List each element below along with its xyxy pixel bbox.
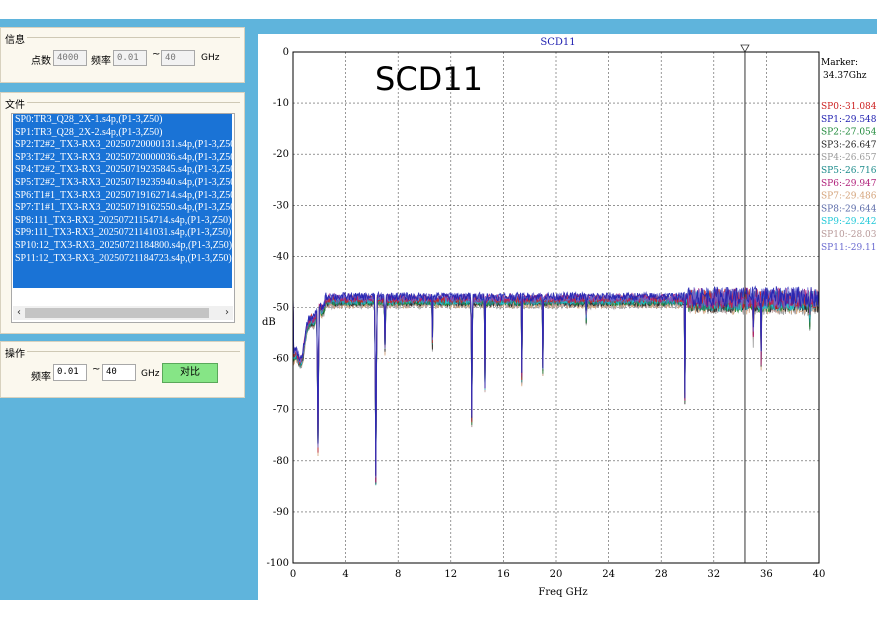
legend-entry-sp11: SP11:-29.110	[821, 243, 877, 253]
compare-button[interactable]: 对比	[162, 363, 218, 383]
y-tick-label: -100	[267, 558, 289, 569]
y-tick-label: -50	[273, 303, 289, 314]
x-tick-label: 24	[602, 569, 615, 580]
plot-frame	[292, 51, 820, 564]
chart-overlay-title: SCD11	[375, 60, 483, 98]
scd11-chart[interactable]: SCD11 SCD11 Freq GHz dB 0 4 8 12 16 20 24 28 32 3…	[258, 34, 877, 600]
file-list-item[interactable]: SP6:T1#1_TX3-RX3_20250719162714.s4p,(P1-…	[15, 189, 235, 201]
ops-freq-end-field[interactable]: 40	[102, 364, 136, 381]
ops-unit: GHz	[141, 369, 160, 379]
ops-group-title: 操作	[5, 349, 25, 360]
file-list-item[interactable]: SP4:T2#2_TX3-RX3_20250719235845.s4p,(P1-…	[15, 164, 235, 176]
file-list-item[interactable]: SP7:T1#1_TX3-RX3_20250719162550.s4p,(P1-…	[15, 202, 235, 214]
file-list-item[interactable]: SP10:12_TX3-RX3_20250721184800.s4p,(P1-3…	[15, 240, 233, 251]
y-tick-label: -80	[273, 456, 289, 467]
legend-entry-sp5: SP5:-26.716	[821, 166, 877, 176]
scroll-right-icon[interactable]: ›	[225, 307, 229, 318]
x-tick-label: 8	[395, 569, 401, 580]
legend-entry-sp4: SP4:-26.657	[821, 153, 877, 163]
legend-entry-sp2: SP2:-27.054	[821, 128, 877, 138]
file-list-item[interactable]: SP2:T2#2_TX3-RX3_20250720000131.s4p,(P1-…	[15, 139, 235, 151]
chart-title: SCD11	[540, 37, 575, 48]
horizontal-scrollbar[interactable]: ‹ ›	[13, 306, 233, 320]
y-tick-label: -60	[273, 354, 289, 365]
info-freq-end-field[interactable]: 40	[161, 50, 195, 66]
ops-freq-label: 频率	[31, 372, 51, 383]
legend-entry-sp9: SP9:-29.242	[821, 217, 877, 227]
points-label: 点数	[31, 56, 51, 67]
ops-tilde: ~	[92, 364, 101, 375]
scroll-thumb[interactable]	[25, 308, 209, 318]
y-axis-label: dB	[262, 317, 276, 328]
x-tick-label: 32	[707, 569, 720, 580]
legend-entry-sp10: SP10:-28.032	[821, 230, 877, 240]
legend-entry-sp7: SP7:-29.486	[821, 192, 877, 202]
x-tick-label: 4	[342, 569, 348, 580]
x-tick-label: 0	[290, 569, 296, 580]
files-group: 文件 SP0:TR3_Q28_2X-1.s4p,(P1-3,Z50) SP1:T…	[0, 92, 245, 334]
series-line-sp1	[292, 285, 820, 476]
ops-freq-start-field[interactable]: 0.01	[53, 364, 87, 381]
marker-label: Marker:	[821, 58, 858, 68]
chart-traces	[292, 285, 820, 486]
file-list-item[interactable]: SP3:T2#2_TX3-RX3_20250720000036.s4p,(P1-…	[15, 151, 235, 163]
x-tick-label: 16	[497, 569, 510, 580]
file-list-selection: SP0:TR3_Q28_2X-1.s4p,(P1-3,Z50) SP1:TR3_…	[13, 114, 235, 288]
info-freq-label: 频率	[91, 56, 111, 67]
x-tick-label: 12	[444, 569, 457, 580]
x-tick-label: 28	[655, 569, 668, 580]
file-list-item[interactable]: SP9:111_TX3-RX3_20250721141031.s4p,(P1-3…	[15, 227, 232, 239]
legend-entry-sp3: SP3:-26.647	[821, 140, 877, 150]
info-group: 信息 点数 4000 频率 0.01 ~ 40 GHz	[0, 27, 245, 83]
legend-entry-sp6: SP6:-29.947	[821, 179, 877, 189]
files-group-title: 文件	[5, 100, 25, 111]
y-tick-label: -90	[273, 507, 289, 518]
chart-axes	[292, 51, 820, 564]
y-tick-label: 0	[283, 47, 289, 58]
y-tick-label: -70	[273, 405, 289, 416]
points-field[interactable]: 4000	[53, 50, 87, 66]
x-axis-label: Freq GHz	[538, 587, 587, 598]
file-list-item[interactable]: SP1:TR3_Q28_2X-2.s4p,(P1-3,Z50)	[15, 126, 163, 138]
file-list-item[interactable]: SP5:T2#2_TX3-RX3_20250719235940.s4p,(P1-…	[15, 177, 235, 188]
x-tick-label: 40	[813, 569, 826, 580]
files-group-divider	[27, 102, 240, 103]
ops-group-divider	[27, 351, 240, 352]
info-unit: GHz	[201, 53, 220, 63]
file-list-item[interactable]: SP0:TR3_Q28_2X-1.s4p,(P1-3,Z50)	[15, 114, 163, 125]
info-tilde: ~	[152, 49, 161, 60]
ops-group: 操作 频率 0.01 ~ 40 GHz 对比	[0, 341, 245, 398]
y-tick-label: -30	[273, 200, 289, 211]
scroll-left-icon[interactable]: ‹	[17, 307, 21, 318]
file-list-item[interactable]: SP11:12_TX3-RX3_20250721184723.s4p,(P1-3…	[15, 252, 232, 264]
x-tick-label: 36	[760, 569, 773, 580]
marker-freq: 34.37Ghz	[823, 71, 867, 81]
marker-triangle-icon	[740, 44, 750, 53]
chart-panel: SCD11 SCD11 Freq GHz dB 0 4 8 12 16 20 24 28 32 3…	[258, 34, 877, 600]
file-list-item[interactable]: SP8:111_TX3-RX3_20250721154714.s4p,(P1-3…	[15, 214, 232, 226]
info-group-title: 信息	[5, 35, 25, 46]
y-tick-label: -10	[273, 98, 289, 109]
info-group-divider	[27, 37, 240, 38]
file-listbox[interactable]: SP0:TR3_Q28_2X-1.s4p,(P1-3,Z50) SP1:TR3_…	[11, 113, 235, 323]
marker-legend: SP0:-31.084 SP1:-29.548 SP2:-27.054 SP3:-26…	[821, 102, 877, 253]
x-tick-label: 20	[550, 569, 563, 580]
info-freq-start-field[interactable]: 0.01	[113, 50, 147, 66]
legend-entry-sp1: SP1:-29.548	[821, 115, 877, 125]
y-tick-label: -40	[273, 251, 289, 262]
y-tick-label: -20	[273, 149, 289, 160]
legend-entry-sp0: SP0:-31.084	[821, 102, 877, 112]
legend-entry-sp8: SP8:-29.644	[821, 204, 877, 214]
